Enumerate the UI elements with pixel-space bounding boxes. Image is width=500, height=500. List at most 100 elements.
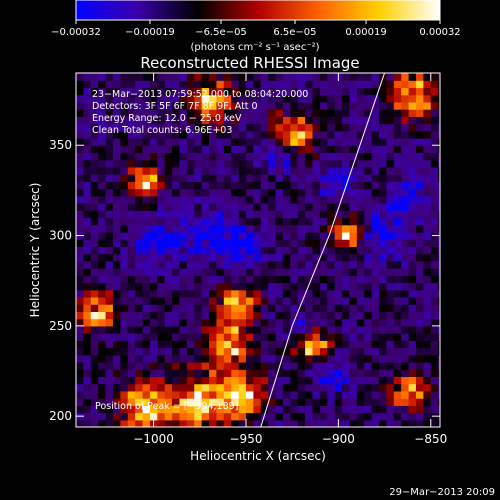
heatmap-cell <box>415 383 424 392</box>
heatmap-cell <box>83 145 92 154</box>
heatmap-cell <box>253 340 262 349</box>
heatmap-cell <box>76 311 84 320</box>
heatmap-cell <box>319 383 328 392</box>
heatmap-cell <box>253 289 262 298</box>
heatmap-cell <box>209 73 218 81</box>
heatmap-cell <box>312 268 321 276</box>
heatmap-cell <box>408 361 417 370</box>
heatmap-cell <box>194 390 203 399</box>
heatmap-cell <box>282 188 291 197</box>
heatmap-cell <box>231 275 240 284</box>
heatmap-cell <box>83 340 92 349</box>
y-axis-label: Heliocentric Y (arcsec) <box>28 183 42 318</box>
heatmap-cell <box>223 239 232 247</box>
heatmap-cell <box>290 210 299 219</box>
heatmap-cell <box>98 130 107 139</box>
heatmap-cell <box>275 354 284 363</box>
heatmap-cell <box>135 145 144 154</box>
heatmap-cell <box>172 195 181 204</box>
heatmap-cell <box>142 361 151 370</box>
heatmap-cell <box>142 333 151 341</box>
heatmap-cell <box>216 268 225 276</box>
heatmap-cell <box>164 94 173 103</box>
heatmap-cell <box>142 217 151 226</box>
heatmap-cell <box>238 405 247 414</box>
heatmap-cell <box>194 268 203 276</box>
heatmap-cell <box>260 181 269 190</box>
heatmap-cell <box>157 369 166 378</box>
heatmap-cell <box>149 195 158 204</box>
heatmap-cell <box>98 333 107 341</box>
heatmap-cell <box>356 304 365 312</box>
heatmap-cell <box>349 181 358 190</box>
heatmap-cell <box>105 333 114 341</box>
heatmap-cell <box>349 166 358 175</box>
heatmap-cell <box>223 311 232 320</box>
heatmap-cell <box>290 405 299 414</box>
heatmap-cell <box>364 80 373 89</box>
heatmap-cell <box>297 145 306 154</box>
heatmap-cell <box>319 398 328 406</box>
heatmap-cell <box>312 159 321 168</box>
heatmap-cell <box>364 210 373 219</box>
heatmap-cell <box>342 87 351 96</box>
heatmap-cell <box>371 166 380 175</box>
heatmap-cell <box>408 203 417 211</box>
heatmap-cell <box>386 87 395 96</box>
heatmap-cell <box>135 94 144 103</box>
heatmap-cell <box>290 87 299 96</box>
heatmap-cell <box>179 217 188 226</box>
heatmap-cell <box>172 101 181 110</box>
x-axis-label: Heliocentric X (arcsec) <box>190 449 326 463</box>
heatmap-cell <box>275 318 284 327</box>
heatmap-cell <box>438 383 440 392</box>
heatmap-cell <box>112 340 121 349</box>
heatmap-cell <box>216 224 225 233</box>
heatmap-cell <box>76 275 84 284</box>
observation-info: 23−Mar−2013 07:59:52.000 to 08:04:20.000… <box>92 89 308 136</box>
heatmap-cell <box>194 325 203 334</box>
heatmap-cell <box>223 260 232 269</box>
heatmap-cell <box>268 166 277 175</box>
y-tick-label: 250 <box>49 319 72 333</box>
heatmap-cell <box>349 354 358 363</box>
heatmap-cell <box>149 390 158 399</box>
heatmap-cell <box>386 361 395 370</box>
heatmap-cell <box>253 174 262 182</box>
heatmap-cell <box>260 347 269 356</box>
heatmap-cell <box>112 275 121 284</box>
heatmap-cell <box>275 203 284 211</box>
heatmap-cell <box>415 231 424 240</box>
heatmap-cell <box>83 311 92 320</box>
heatmap-cell <box>157 152 166 161</box>
heatmap-cell <box>275 210 284 219</box>
heatmap-cell <box>282 354 291 363</box>
heatmap-cell <box>253 347 262 356</box>
heatmap-cell <box>401 347 410 356</box>
heatmap-cell <box>290 289 299 298</box>
heatmap-cell <box>268 347 277 356</box>
heatmap-cell <box>356 361 365 370</box>
heatmap-cell <box>312 311 321 320</box>
heatmap-cell <box>312 325 321 334</box>
heatmap-cell <box>172 181 181 190</box>
heatmap-cell <box>319 275 328 284</box>
heatmap-cell <box>349 210 358 219</box>
heatmap-cell <box>393 123 402 132</box>
heatmap-cell <box>245 166 254 175</box>
heatmap-cell <box>386 253 395 262</box>
heatmap-cell <box>216 73 225 81</box>
heatmap-cell <box>179 340 188 349</box>
heatmap-cell <box>238 253 247 262</box>
heatmap-cell <box>290 224 299 233</box>
heatmap-cell <box>76 296 84 305</box>
heatmap-cell <box>238 311 247 320</box>
heatmap-cell <box>253 246 262 255</box>
heatmap-cell <box>164 412 173 421</box>
heatmap-cell <box>334 361 343 370</box>
heatmap-cell <box>379 268 388 276</box>
heatmap-cell <box>179 116 188 125</box>
heatmap-cell <box>201 123 210 132</box>
heatmap-cell <box>245 203 254 211</box>
heatmap-cell <box>312 304 321 312</box>
